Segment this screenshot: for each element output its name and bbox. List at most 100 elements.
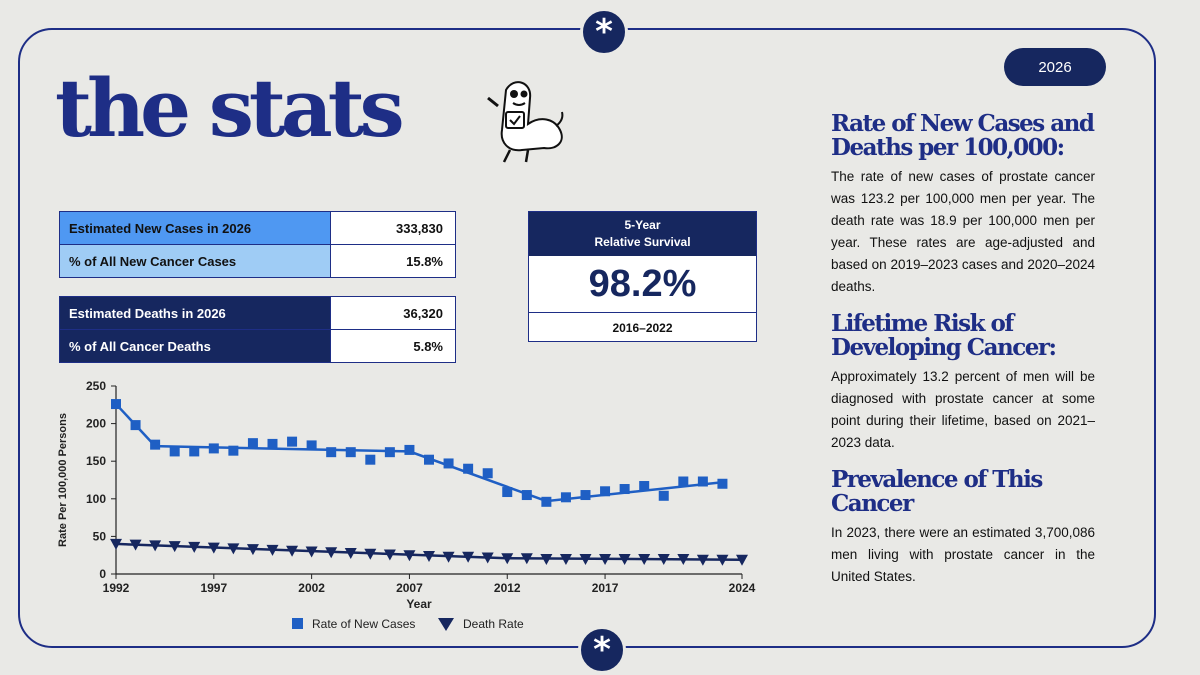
data-point-death-rate bbox=[149, 540, 162, 552]
section-title: Lifetime Risk of Developing Cancer: bbox=[831, 310, 1057, 361]
data-point-death-rate bbox=[129, 539, 142, 551]
data-point-death-rate bbox=[403, 550, 416, 562]
y-axis-label: Rate Per 100,000 Persons bbox=[57, 413, 69, 547]
data-point-death-rate bbox=[579, 553, 592, 565]
y-tick-label: 100 bbox=[86, 492, 106, 506]
data-point-death-rate bbox=[618, 553, 631, 565]
data-point-new-cases bbox=[580, 490, 591, 501]
data-point-death-rate bbox=[677, 553, 690, 565]
survival-line2: Relative Survival bbox=[594, 235, 691, 249]
data-point-death-rate bbox=[110, 538, 122, 550]
mascot-illustration bbox=[487, 81, 564, 163]
data-point-new-cases bbox=[521, 490, 532, 501]
x-tick-label: 1997 bbox=[200, 581, 227, 595]
data-point-new-cases bbox=[541, 496, 552, 507]
data-point-new-cases bbox=[228, 445, 239, 456]
data-point-new-cases bbox=[150, 439, 161, 450]
data-point-new-cases bbox=[169, 446, 180, 457]
page-title: the stats bbox=[55, 61, 405, 155]
section-body: In 2023, there were an estimated 3,700,0… bbox=[831, 525, 1095, 584]
y-tick-label: 50 bbox=[93, 529, 107, 543]
data-point-new-cases bbox=[443, 458, 454, 469]
y-tick-label: 0 bbox=[99, 567, 106, 581]
x-tick-label: 2002 bbox=[298, 581, 325, 595]
data-point-death-rate bbox=[344, 547, 357, 559]
data-point-new-cases bbox=[287, 436, 298, 447]
survival-value: 98.2% bbox=[529, 256, 756, 313]
section-rates: Rate of New Cases and Deaths per 100,000… bbox=[831, 112, 1095, 298]
stat-label: % of All Cancer Deaths bbox=[60, 330, 330, 362]
x-axis-label: Year bbox=[406, 597, 432, 611]
data-point-death-rate bbox=[716, 554, 729, 566]
x-tick-label: 2012 bbox=[494, 581, 521, 595]
data-point-new-cases bbox=[502, 487, 513, 498]
x-tick-label: 2007 bbox=[396, 581, 423, 595]
data-point-new-cases bbox=[326, 447, 337, 458]
data-point-death-rate bbox=[501, 553, 514, 565]
y-tick-label: 200 bbox=[86, 417, 106, 431]
rate-chart: 0 50 100 150 200 250 1992 1997 2002 2007 2012 2017 2… bbox=[57, 379, 756, 631]
data-point-death-rate bbox=[266, 544, 279, 556]
data-point-death-rate bbox=[188, 541, 201, 553]
data-point-new-cases bbox=[560, 492, 571, 503]
section-body: The rate of new cases of prostate cancer… bbox=[831, 169, 1095, 294]
data-point-new-cases bbox=[619, 484, 630, 495]
data-point-new-cases bbox=[267, 438, 278, 449]
data-point-death-rate bbox=[305, 546, 318, 558]
data-point-new-cases bbox=[345, 447, 356, 458]
section-body: Approximately 13.2 percent of men will b… bbox=[831, 369, 1095, 450]
data-point-death-rate bbox=[442, 551, 455, 563]
data-point-death-rate bbox=[481, 552, 494, 564]
data-point-death-rate bbox=[462, 551, 475, 563]
stat-label: Estimated Deaths in 2026 bbox=[60, 297, 330, 329]
table-row: % of All Cancer Deaths 5.8% bbox=[60, 329, 455, 362]
data-point-new-cases bbox=[424, 454, 434, 465]
section-title: Prevalence of This Cancer bbox=[831, 466, 1043, 517]
info-column: Rate of New Cases and Deaths per 100,000… bbox=[831, 112, 1095, 602]
legend-label: Death Rate bbox=[463, 617, 524, 631]
data-point-new-cases bbox=[678, 476, 689, 487]
deaths-table: Estimated Deaths in 2026 36,320 % of All… bbox=[59, 296, 456, 363]
survival-box: 5-Year Relative Survival 98.2% 2016–2022 bbox=[528, 211, 757, 342]
data-point-new-cases bbox=[384, 447, 395, 458]
legend-marker-new-cases bbox=[292, 618, 303, 629]
data-point-death-rate bbox=[559, 553, 572, 565]
data-point-new-cases bbox=[404, 444, 415, 455]
x-tick-label: 1992 bbox=[103, 581, 130, 595]
data-point-death-rate bbox=[364, 548, 377, 560]
data-point-death-rate bbox=[286, 545, 299, 557]
legend-label: Rate of New Cases bbox=[312, 617, 415, 631]
section-prevalence: Prevalence of This Cancer In 2023, there… bbox=[831, 468, 1095, 588]
stat-value: 15.8% bbox=[330, 245, 455, 277]
data-point-death-rate bbox=[657, 553, 670, 565]
data-point-new-cases bbox=[463, 463, 474, 474]
data-point-new-cases bbox=[189, 446, 200, 457]
data-point-death-rate bbox=[736, 554, 748, 566]
data-point-death-rate bbox=[383, 549, 396, 561]
data-point-death-rate bbox=[325, 547, 338, 559]
legend-marker-death-rate bbox=[438, 618, 454, 631]
data-point-death-rate bbox=[540, 553, 553, 565]
year-badge: 2026 bbox=[1004, 48, 1106, 86]
data-point-new-cases bbox=[365, 454, 376, 465]
section-lifetime-risk: Lifetime Risk of Developing Cancer: Appr… bbox=[831, 312, 1095, 454]
survival-line1: 5-Year bbox=[624, 218, 661, 232]
asterisk-icon: * bbox=[578, 626, 626, 674]
asterisk-icon: * bbox=[580, 8, 628, 56]
data-point-death-rate bbox=[227, 543, 240, 555]
new-cases-table: Estimated New Cases in 2026 333,830 % of… bbox=[59, 211, 456, 278]
table-row: Estimated New Cases in 2026 333,830 bbox=[60, 212, 455, 244]
x-tick-label: 2017 bbox=[592, 581, 619, 595]
stat-value: 5.8% bbox=[330, 330, 455, 362]
data-point-death-rate bbox=[168, 541, 181, 553]
data-point-new-cases bbox=[697, 476, 708, 487]
stat-value: 333,830 bbox=[330, 212, 455, 244]
table-row: Estimated Deaths in 2026 36,320 bbox=[60, 297, 455, 329]
data-point-death-rate bbox=[599, 553, 612, 565]
y-tick-label: 150 bbox=[86, 454, 106, 468]
data-point-death-rate bbox=[207, 542, 220, 554]
data-point-new-cases bbox=[482, 468, 493, 479]
section-title: Rate of New Cases and Deaths per 100,000… bbox=[831, 110, 1095, 161]
y-tick-label: 250 bbox=[86, 379, 106, 393]
data-point-new-cases bbox=[306, 440, 317, 451]
